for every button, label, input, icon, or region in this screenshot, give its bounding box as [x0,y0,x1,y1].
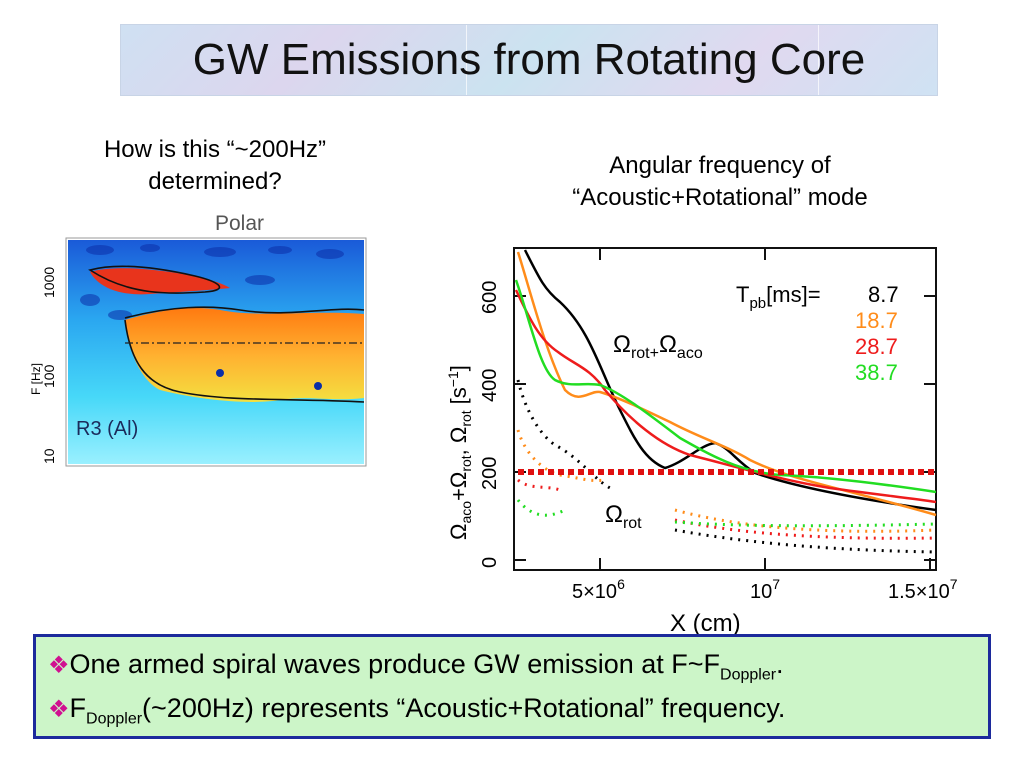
curve-8.7ms [523,249,937,512]
curve-28.7ms [514,289,937,504]
spectrogram-contour [88,265,221,294]
svg-text:Tpb[ms]=: Tpb[ms]= [736,282,821,312]
spectrogram-ytick: 1000 [41,267,57,298]
left-question: How is this “~200Hz” determined? [40,134,390,198]
spectrogram-contour [124,306,365,403]
solid-curves [514,249,937,517]
spectrogram-panel: Polar R3 (Al) 1000 100 10 F [Hz] [30,212,367,467]
right-caption-line: “Acoustic+Rotational” mode [572,184,868,211]
y-axis-label: Ωaco+Ωrot, Ωrot[s−1] [445,365,474,540]
spectrogram-ytick: 10 [41,448,57,464]
legend-value-8.7: 8.7 [868,282,899,307]
left-question-line: determined? [148,168,282,195]
legend: Tpb[ms]= 8.7 18.7 28.7 38.7 [736,282,899,385]
spectrogram-model-label: R3 (Al) [76,418,138,440]
legend-value-28.7: 28.7 [855,334,898,359]
x-tick-label: 1.5×107 [888,576,958,603]
x-tick-label: 5×106 [572,576,625,603]
spectrogram-hot-band [90,268,230,295]
annotation-omega-rot: Ωrot [605,501,642,532]
slide-title: GW Emissions from Rotating Core [192,35,866,84]
spectrogram-ytick: 100 [41,364,57,388]
banner-tile-divider [466,25,467,95]
curve-38.7ms [514,279,937,494]
legend-value-38.7: 38.7 [855,360,898,385]
right-caption: Angular frequency of “Acoustic+Rotationa… [505,150,935,214]
title-banner: GW Emissions from Rotating Core [120,24,938,96]
x-tick-label: 107 [750,576,780,603]
diamond-bullet-icon: ❖ [48,696,70,723]
frequency-plot: 0 200 400 600 Ωaco+Ωrot, Ωrot[s−1] 5×106… [445,247,958,603]
summary-bullet-1: ❖One armed spiral waves produce GW emiss… [48,649,784,684]
plot-frame [513,247,937,571]
x-axis-label: X (cm) [670,610,741,637]
summary-box: ❖One armed spiral waves produce GW emiss… [33,634,991,739]
y-tick-label: 600 [479,281,501,314]
dotted-curves [516,379,937,554]
y-tick-label: 400 [479,369,501,402]
spectrogram-title: Polar [215,212,264,235]
diamond-bullet-icon: ❖ [48,652,70,679]
y-tick-label: 200 [479,457,501,490]
right-caption-line: Angular frequency of [609,152,831,179]
y-tick-label: 0 [479,557,501,568]
legend-value-18.7: 18.7 [855,308,898,333]
banner-tile-divider [818,25,819,95]
spectrogram-warm-region [125,308,364,402]
spectrogram-ylabel: F [Hz] [30,363,43,395]
spectrogram-speckle [80,244,344,320]
summary-bullet-2: ❖FDoppler(~200Hz) represents “Acoustic+R… [48,693,786,728]
left-question-line: How is this “~200Hz” [103,136,327,163]
annotation-omega-rot-aco: Ωrot+Ωaco [613,331,703,362]
